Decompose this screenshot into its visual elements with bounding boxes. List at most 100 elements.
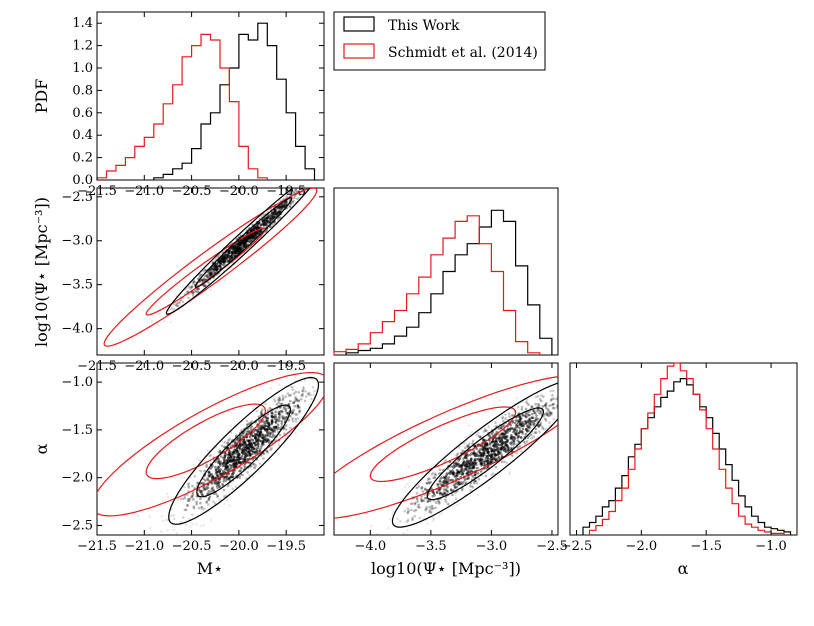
sample-point (268, 425, 271, 428)
sample-point (296, 197, 299, 200)
sample-point (472, 451, 475, 455)
sample-point (291, 419, 295, 423)
sample-point (567, 393, 570, 396)
legend-frame (333, 11, 546, 71)
sample-point (255, 409, 259, 413)
sample-point (277, 412, 281, 416)
sample-point (199, 491, 203, 495)
sample-point (330, 171, 333, 174)
sample-point (506, 435, 509, 438)
sample-point (500, 455, 504, 459)
sample-point (296, 404, 300, 407)
sample-point (223, 464, 226, 467)
sample-point (475, 447, 478, 451)
sample-point (296, 404, 300, 408)
sample-point (191, 493, 195, 497)
sample-point (203, 469, 206, 473)
sample-point (498, 434, 502, 437)
sample-point (451, 471, 455, 475)
sample-point (517, 435, 520, 438)
sample-point (438, 468, 442, 472)
sample-point (530, 416, 534, 420)
sample-point (277, 410, 281, 414)
sample-point (272, 210, 276, 214)
sample-point (550, 413, 553, 416)
sample-point (526, 411, 529, 414)
sample-point (328, 378, 331, 381)
sample-point (584, 387, 587, 390)
sample-point (212, 268, 216, 272)
sample-point (265, 439, 269, 443)
sample-point (548, 412, 552, 415)
sample-point (195, 500, 198, 504)
sample-point (214, 265, 218, 269)
sample-point (260, 434, 264, 437)
sample-point (518, 415, 522, 419)
sample-point (298, 411, 302, 414)
sample-point (444, 481, 448, 485)
sample-point (176, 304, 179, 308)
sample-point (226, 256, 230, 259)
sample-point (490, 460, 493, 463)
sample-point (203, 283, 206, 287)
sample-point (271, 222, 275, 226)
ylabel-alpha: α (32, 443, 51, 454)
sample-point (469, 453, 472, 457)
sample-point (246, 423, 249, 427)
sample-point (487, 460, 490, 463)
sample-point (268, 433, 272, 436)
sample-point (277, 398, 281, 402)
sample-point (433, 494, 437, 497)
sample-point (494, 436, 497, 440)
sample-point (260, 445, 263, 448)
sample-point (536, 409, 539, 413)
sample-point (212, 488, 215, 492)
sample-point (446, 478, 449, 481)
sample-point (278, 415, 281, 418)
sample-point (216, 255, 219, 259)
sample-point (268, 218, 272, 221)
sample-point (508, 471, 512, 474)
y-tick-label: −3.0 (61, 234, 93, 249)
sample-point (551, 389, 555, 393)
sample-point (294, 397, 297, 401)
sample-point (287, 402, 291, 406)
sample-point (406, 511, 410, 515)
sample-point (270, 420, 274, 424)
sample-point (274, 425, 278, 429)
sample-point (420, 499, 424, 503)
sample-point (481, 455, 485, 458)
sample-point (448, 472, 452, 476)
sample-point (184, 524, 188, 527)
sample-point (442, 479, 446, 483)
sample-point (485, 429, 488, 432)
sample-point (161, 499, 165, 503)
sample-point (298, 409, 302, 413)
sample-point (468, 432, 472, 436)
sample-point (231, 487, 234, 491)
sample-point (218, 449, 222, 452)
sample-point (512, 436, 516, 439)
sample-point (240, 240, 244, 243)
sample-point (472, 449, 475, 452)
sample-point (491, 472, 495, 475)
sample-point (276, 211, 280, 214)
sample-point (246, 471, 249, 474)
sample-point (518, 414, 522, 418)
sample-point (198, 459, 201, 462)
sample-point (274, 425, 278, 429)
sample-point (572, 400, 575, 403)
sample-point (485, 459, 489, 463)
sample-point (524, 428, 528, 431)
x-tick-label: −2.0 (626, 539, 658, 554)
sample-point (460, 482, 464, 486)
sample-point (534, 411, 537, 415)
sample-point (454, 462, 458, 466)
sample-point (192, 505, 196, 508)
sample-point (261, 218, 265, 222)
sample-point (229, 254, 233, 258)
sample-point (226, 441, 229, 445)
sample-point (277, 206, 281, 210)
y-tick-label: 1.2 (72, 39, 93, 54)
sample-point (178, 301, 181, 305)
